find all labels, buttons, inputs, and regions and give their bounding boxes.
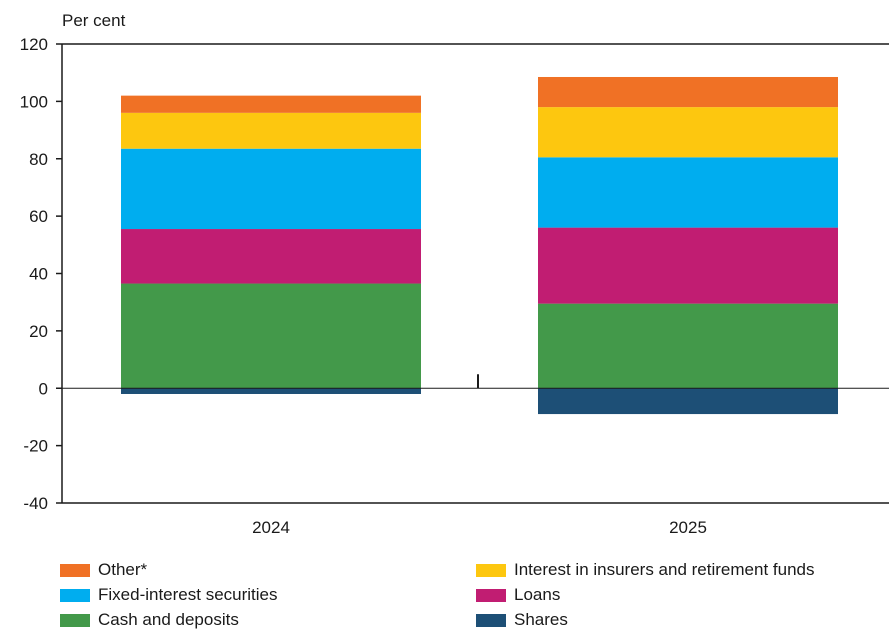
bar-segment <box>538 303 838 389</box>
legend-swatch <box>476 588 506 602</box>
chart-canvas: Per cent 120 100 80 60 40 20 0 -20 -40 2024 2025 <box>20 11 889 537</box>
bar-segment <box>538 157 838 228</box>
legend-item: Shares <box>476 610 568 630</box>
y-tick-label: 80 <box>29 150 48 169</box>
y-tick-label: 60 <box>29 207 48 226</box>
bar-segment <box>121 388 421 394</box>
bar-segment <box>121 283 421 389</box>
y-tick-label: 20 <box>29 322 48 341</box>
legend-label: Shares <box>514 610 568 629</box>
x-tick-label: 2024 <box>252 518 290 537</box>
y-tick-label: 100 <box>20 92 48 111</box>
y-tick-label: 40 <box>29 265 48 284</box>
legend-item: Fixed-interest securities <box>60 585 278 605</box>
legend-item: Cash and deposits <box>60 610 239 630</box>
legend-swatch <box>60 588 90 602</box>
x-axis-ticks: 2024 2025 <box>252 518 707 537</box>
y-tick-label: 0 <box>39 379 48 398</box>
bar-segment <box>121 148 421 230</box>
bar-segment <box>121 112 421 149</box>
legend-item: Interest in insurers and retirement fund… <box>476 560 814 580</box>
bar-segment <box>538 227 838 304</box>
y-tick-label: -20 <box>23 437 48 456</box>
bar-segment <box>121 95 421 113</box>
legend-swatch <box>476 563 506 577</box>
y-tick-label: -40 <box>23 494 48 513</box>
legend-label: Interest in insurers and retirement fund… <box>514 560 815 579</box>
bar-segment <box>538 388 838 415</box>
y-tick-label: 120 <box>20 35 48 54</box>
bars <box>121 76 838 415</box>
bar-segment <box>121 229 421 284</box>
legend-label: Loans <box>514 585 561 604</box>
legend-swatch <box>476 613 506 627</box>
legend-label: Cash and deposits <box>98 610 239 629</box>
legend-label: Other* <box>98 560 148 579</box>
y-axis-ticks: 120 100 80 60 40 20 0 -20 -40 <box>20 35 62 513</box>
x-tick-label: 2025 <box>669 518 707 537</box>
legend-swatch <box>60 563 90 577</box>
legend-item: Loans <box>476 585 560 605</box>
legend-label: Fixed-interest securities <box>98 585 278 604</box>
legend-item: Other* <box>60 560 147 580</box>
axes <box>61 43 889 504</box>
bar-segment <box>538 76 838 108</box>
y-axis-title: Per cent <box>62 11 126 30</box>
bar-segment <box>538 107 838 158</box>
legend-swatch <box>60 613 90 627</box>
